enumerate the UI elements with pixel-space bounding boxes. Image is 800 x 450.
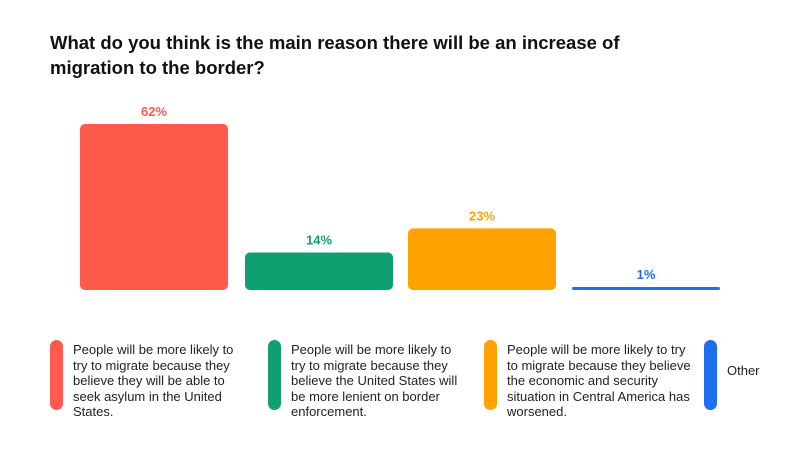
bar-economic [408,228,556,290]
legend-swatch-lenient [268,340,281,410]
bar-asylum [80,124,228,290]
value-label-asylum: 62% [141,104,167,119]
legend-item-asylum: People will be more likely to try to mig… [50,340,250,419]
legend-item-economic: People will be more likely to try to mig… [484,340,694,419]
chart-title: What do you think is the main reason the… [50,32,620,78]
legend-label-lenient: People will be more likely to try to mig… [291,342,458,419]
legend-label-asylum: People will be more likely to try to mig… [73,342,234,419]
legend-swatch-asylum [50,340,63,410]
value-label-lenient: 14% [306,233,332,248]
legend-swatch-economic [484,340,497,410]
bar-lenient [245,252,393,290]
legend: People will be more likely to try to mig… [50,340,780,419]
legend-item-lenient: People will be more likely to try to mig… [268,340,468,419]
bar-other [572,287,720,290]
value-label-other: 1% [637,267,656,282]
bar-chart: 62% 14% 23% 1% [80,104,720,290]
value-label-economic: 23% [469,208,495,223]
legend-label-other: Other [727,363,760,378]
legend-swatch-other [704,340,717,410]
legend-item-other: Other [704,340,780,412]
legend-label-economic: People will be more likely to try to mig… [507,342,691,419]
